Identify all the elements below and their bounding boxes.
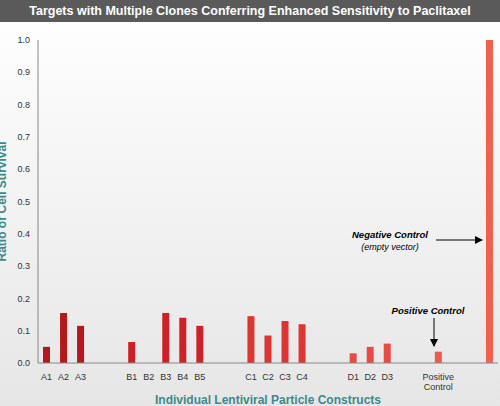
svg-text:PositiveControl: PositiveControl — [423, 372, 455, 392]
svg-text:0.9: 0.9 — [17, 67, 30, 77]
svg-text:(empty vector): (empty vector) — [361, 242, 419, 252]
svg-text:Positive Control: Positive Control — [392, 305, 465, 316]
svg-text:C2: C2 — [262, 372, 274, 382]
svg-text:Negative Control: Negative Control — [352, 229, 428, 240]
svg-text:1.0: 1.0 — [17, 35, 30, 45]
svg-text:B5: B5 — [194, 372, 205, 382]
svg-text:B1: B1 — [126, 372, 137, 382]
svg-text:Ratio of Cell Survival: Ratio of Cell Survival — [8, 141, 9, 261]
svg-text:0.1: 0.1 — [17, 326, 30, 336]
svg-text:0.5: 0.5 — [17, 197, 30, 207]
svg-text:C1: C1 — [245, 372, 257, 382]
svg-text:D3: D3 — [382, 372, 394, 382]
svg-text:0.7: 0.7 — [17, 132, 30, 142]
svg-text:0.2: 0.2 — [17, 294, 30, 304]
svg-text:0.4: 0.4 — [17, 229, 30, 239]
svg-text:0.8: 0.8 — [17, 100, 30, 110]
svg-text:B4: B4 — [177, 372, 188, 382]
svg-text:Individual Lentiviral Particle: Individual Lentiviral Particle Construct… — [155, 393, 381, 406]
svg-text:0.6: 0.6 — [17, 164, 30, 174]
svg-text:0.0: 0.0 — [17, 358, 30, 368]
html-text:Targets with Multiple Clones C: Targets with Multiple Clones Conferring … — [29, 4, 471, 18]
svg-text:0.3: 0.3 — [17, 261, 30, 271]
svg-text:C3: C3 — [279, 372, 291, 382]
svg-text:A1: A1 — [41, 372, 52, 382]
svg-text:A2: A2 — [58, 372, 69, 382]
svg-text:C4: C4 — [296, 372, 308, 382]
svg-text:D2: D2 — [364, 372, 376, 382]
svg-text:B2: B2 — [143, 372, 154, 382]
svg-text:B3: B3 — [160, 372, 171, 382]
svg-text:A3: A3 — [75, 372, 86, 382]
svg-text:D1: D1 — [347, 372, 359, 382]
